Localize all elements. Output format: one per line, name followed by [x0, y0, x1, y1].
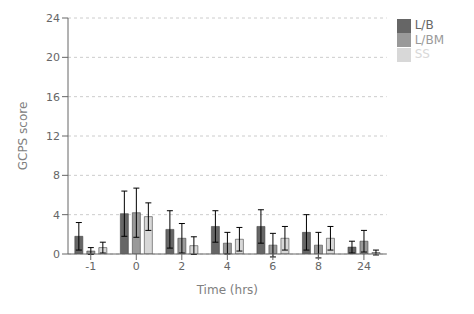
- html-text:SS: SS: [414, 47, 430, 61]
- svg-text:2: 2: [178, 260, 185, 273]
- svg-text:0: 0: [133, 260, 140, 273]
- svg-text:GCPS score: GCPS score: [16, 102, 30, 171]
- svg-text:24: 24: [357, 260, 371, 273]
- svg-text:24: 24: [46, 12, 60, 25]
- svg-text:0: 0: [53, 248, 60, 261]
- html-text:L/BM: L/BM: [414, 32, 444, 47]
- svg-text:8: 8: [315, 260, 322, 273]
- svg-text:8: 8: [53, 169, 60, 182]
- svg-text:4: 4: [53, 209, 60, 222]
- svg-text:16: 16: [46, 91, 60, 104]
- html-text:L/B: L/B: [414, 18, 434, 32]
- svg-text:6: 6: [269, 260, 276, 273]
- svg-text:Time (hrs): Time (hrs): [196, 283, 258, 297]
- svg-text:12: 12: [46, 130, 60, 143]
- svg-text:20: 20: [46, 51, 60, 64]
- svg-text:4: 4: [224, 260, 231, 273]
- svg-text:-1: -1: [85, 260, 96, 273]
